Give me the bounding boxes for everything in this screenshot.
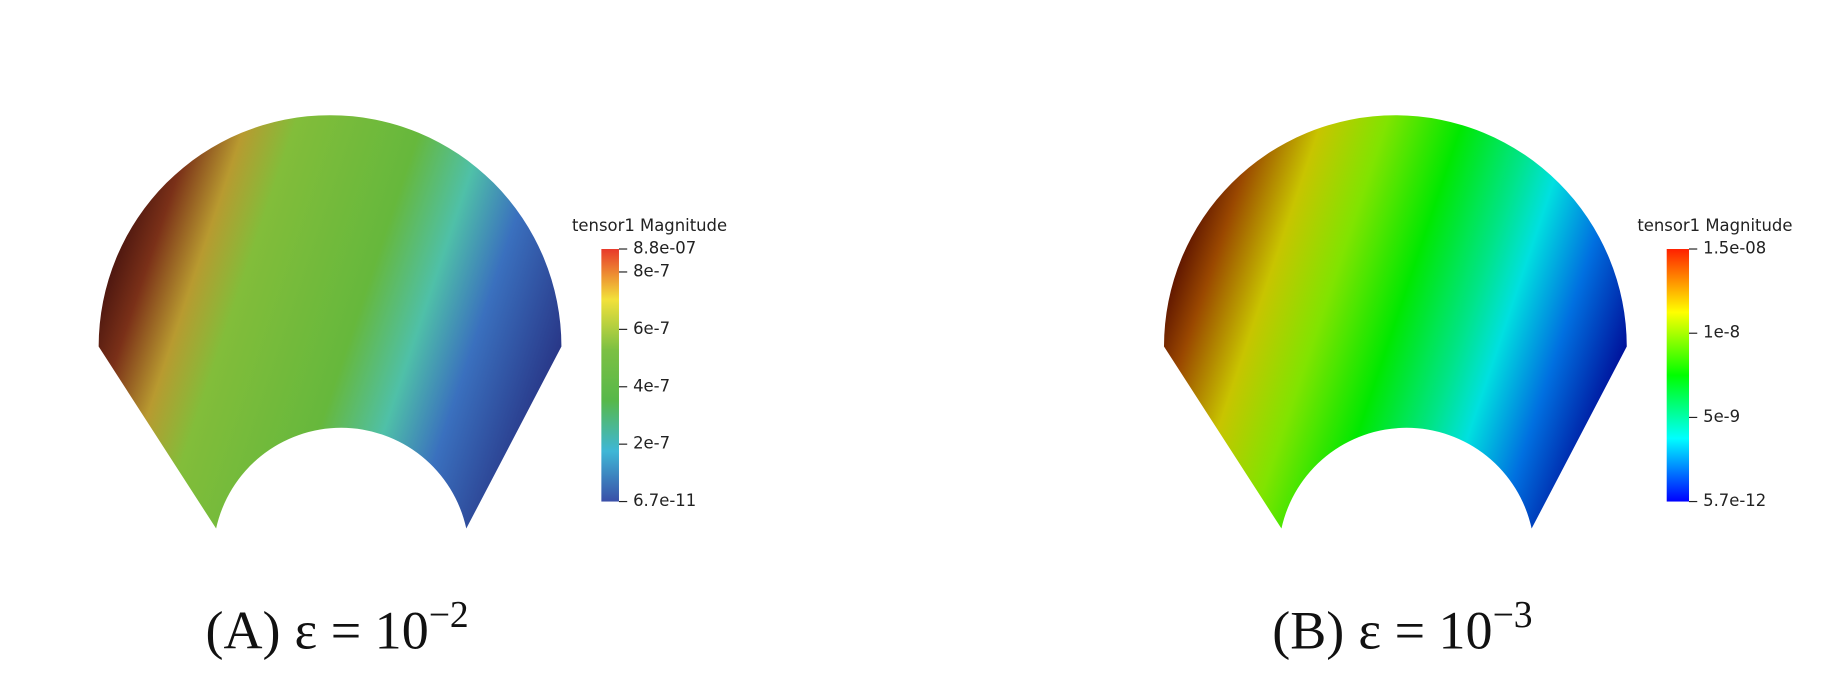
field-plot (98, 115, 562, 529)
caption-label: (B) (1272, 600, 1344, 660)
colorbar-tick-label: 8.8e-07 (633, 239, 696, 258)
field-plot (1163, 115, 1627, 529)
caption-text: ε = 10 (295, 600, 429, 660)
caption-label: (A) (205, 600, 280, 660)
colorbar (1666, 249, 1690, 502)
colorbar-title: tensor1 Magnitude (1637, 216, 1792, 235)
colorbar-tick-label: 6.7e-11 (633, 491, 696, 510)
colorbar-tick-label: 4e-7 (633, 376, 670, 395)
colorbar-tick-label: 5e-9 (1703, 407, 1740, 426)
colorbar-title: tensor1 Magnitude (572, 216, 727, 235)
colorbar-tick-label: 6e-7 (633, 319, 670, 338)
colorbar-tick-label: 5.7e-12 (1703, 491, 1766, 510)
colorbar-tick-label: 2e-7 (633, 434, 670, 453)
caption-exponent: −3 (1493, 595, 1533, 636)
caption-text: ε = 10 (1358, 600, 1492, 660)
colorbar-tick-label: 8e-7 (633, 261, 670, 280)
caption: (B) ε = 10−3 (1272, 595, 1532, 660)
colorbar (601, 249, 619, 502)
caption: (A) ε = 10−2 (205, 595, 468, 660)
colorbar-tick-label: 1.5e-08 (1703, 239, 1766, 258)
colorbar-tick-label: 1e-8 (1703, 323, 1740, 342)
caption-exponent: −2 (429, 595, 469, 636)
